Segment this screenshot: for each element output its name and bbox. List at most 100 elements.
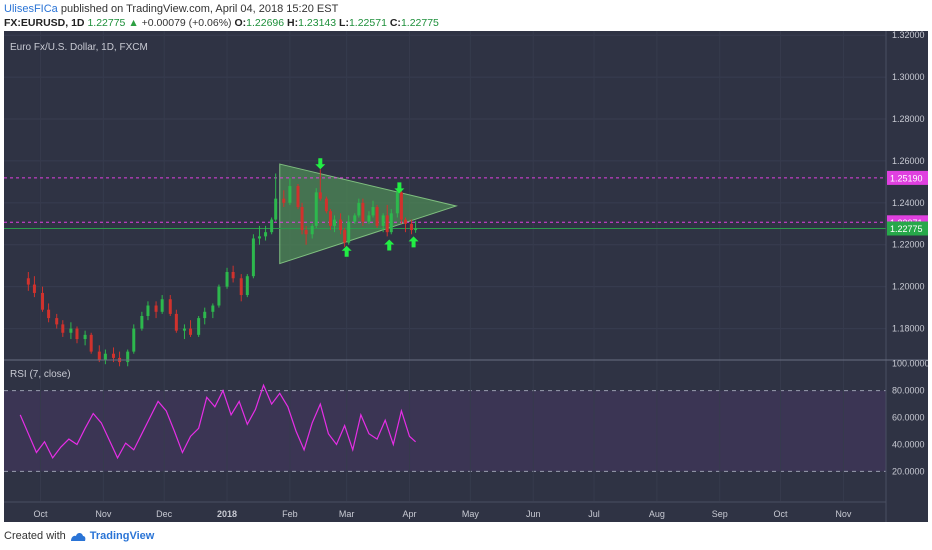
candle-body	[357, 202, 361, 216]
time-axis[interactable]: Oct Nov Dec 2018 Feb Mar Apr May Jun Jul Aug Sep Oct…	[33, 509, 851, 519]
time-tick-label: Oct	[774, 509, 789, 519]
candle	[103, 349, 107, 365]
price-tick-label: 1.32000	[892, 31, 925, 40]
candle	[343, 227, 347, 247]
rsi-tick-label: 60.0000	[892, 413, 925, 423]
candle	[332, 215, 336, 233]
price-tick-label: 1.30000	[892, 72, 925, 82]
candle-body	[296, 186, 300, 208]
candle-body	[270, 219, 274, 233]
candle	[414, 220, 418, 233]
candle-body	[69, 328, 73, 333]
candle	[399, 190, 403, 224]
candle	[55, 313, 59, 329]
candle	[381, 213, 385, 233]
candle-body	[282, 198, 286, 203]
candle-body	[310, 225, 314, 235]
candle-body	[304, 230, 308, 235]
candle-body	[97, 351, 101, 360]
candle	[310, 223, 314, 239]
candle	[371, 200, 375, 218]
candle-body	[239, 278, 243, 296]
candle-body	[318, 192, 322, 199]
open-label: O:	[234, 17, 247, 29]
high-value: 1.23143	[298, 17, 337, 29]
time-tick-label: Apr	[403, 509, 417, 519]
candle	[339, 213, 343, 235]
chart-canvas[interactable]: 1.32000 1.30000 1.28000 1.26000 1.24000 1.220…	[4, 31, 928, 522]
candle	[367, 211, 371, 224]
candle-body	[395, 192, 399, 214]
candle	[182, 324, 186, 340]
rsi-tick-label: 100.0000	[892, 359, 928, 369]
close-label: C:	[389, 17, 401, 29]
price-axis[interactable]: 1.32000 1.30000 1.28000 1.26000 1.24000 1.220…	[892, 31, 925, 334]
candle	[385, 204, 389, 237]
candle-body	[217, 286, 221, 306]
candle	[154, 301, 158, 319]
candle-body	[385, 215, 389, 233]
rsi-series	[19, 383, 416, 460]
candle-body	[103, 353, 107, 360]
last-price-tag-label: 1.22775	[890, 224, 923, 234]
candle-body	[245, 276, 249, 296]
candle-body	[257, 236, 261, 239]
grid-lines	[4, 31, 886, 501]
price-tick-label: 1.28000	[892, 114, 925, 124]
candle-body	[189, 328, 193, 335]
candle	[146, 301, 150, 321]
candle-body	[251, 238, 255, 277]
candle-body	[160, 299, 164, 312]
publication-line: UlisesFICa published on TradingView.com,…	[4, 3, 338, 15]
candle-body	[332, 219, 336, 226]
rsi-tick-label: 40.0000	[892, 439, 925, 449]
time-tick-label: Sep	[712, 509, 728, 519]
time-tick-label: 2018	[217, 509, 237, 519]
candle-body	[399, 192, 403, 220]
up-arrow-icon	[384, 239, 395, 251]
candle	[375, 204, 379, 228]
price-tick-label: 1.22000	[892, 240, 925, 250]
low-label: L:	[339, 17, 349, 29]
candlestick-series	[26, 169, 418, 367]
time-tick-label: Dec	[156, 509, 173, 519]
candle	[257, 225, 261, 245]
last-price: 1.22775	[87, 17, 126, 29]
candle-body	[83, 334, 87, 340]
candle	[197, 315, 201, 337]
candle-body	[367, 215, 371, 222]
up-triangle-icon: ▲	[128, 17, 139, 29]
author-link[interactable]: UlisesFICa	[4, 3, 58, 15]
candle-body	[328, 211, 332, 226]
candle	[314, 188, 318, 228]
time-tick-label: Jun	[526, 509, 541, 519]
time-tick-label: May	[462, 509, 480, 519]
candle	[83, 330, 87, 346]
candle-body	[231, 271, 235, 279]
rsi-title: RSI (7, close)	[10, 369, 71, 380]
down-arrow-icon	[394, 182, 405, 194]
rsi-axis[interactable]: 100.0000 80.0000 60.0000 40.0000 20.0000	[892, 359, 928, 477]
footer: Created with TradingView	[4, 530, 154, 542]
candle	[251, 234, 255, 279]
candle	[357, 198, 361, 218]
candle	[239, 274, 243, 302]
candle-body	[126, 351, 130, 363]
candle	[69, 322, 73, 340]
candle	[26, 271, 30, 291]
close-value: 1.22775	[400, 17, 439, 29]
candle-body	[146, 305, 150, 316]
candle-body	[182, 328, 186, 331]
candle-body	[403, 219, 407, 224]
rsi-band-fill	[4, 390, 886, 472]
candle-body	[375, 207, 379, 226]
chart-title: Euro Fx/U.S. Dollar, 1D, FXCM	[10, 42, 148, 53]
candle	[97, 345, 101, 363]
candle	[225, 267, 229, 289]
candle-body	[89, 334, 93, 352]
tradingview-brand[interactable]: TradingView	[89, 530, 155, 542]
candle	[61, 320, 65, 337]
price-tick-label: 1.20000	[892, 282, 925, 292]
tradingview-logo-icon	[70, 532, 86, 541]
candle	[288, 177, 292, 205]
